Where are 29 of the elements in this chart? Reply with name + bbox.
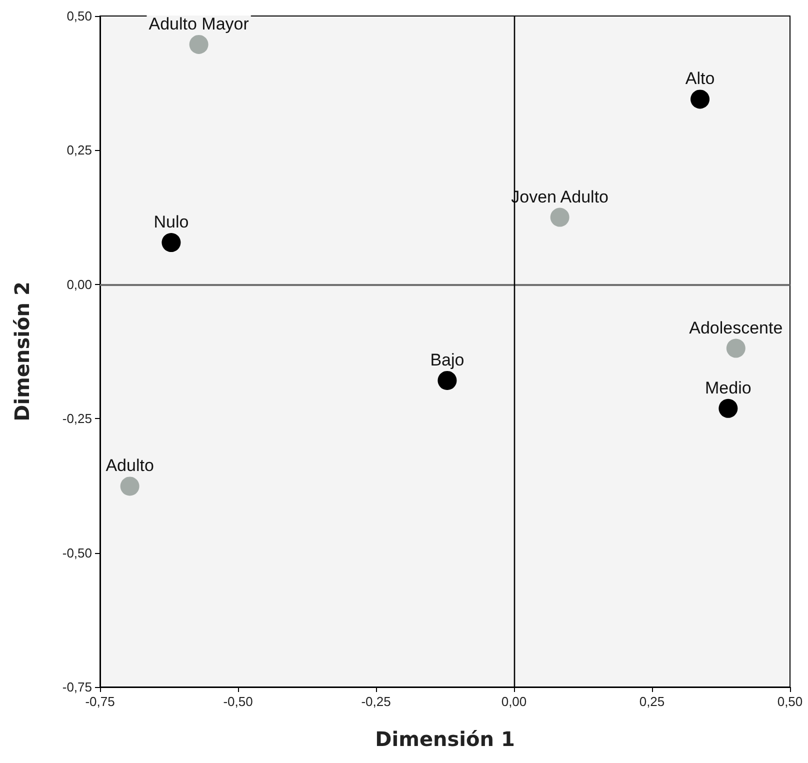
y-tick-label: 0,50: [66, 8, 92, 24]
annotation: Bajo: [430, 350, 464, 370]
y-tick-label: -0,50: [62, 545, 92, 560]
point: [718, 398, 738, 418]
y-tick-label: -0,25: [62, 411, 92, 426]
x-axis-title: Dimensión 1: [375, 727, 515, 751]
annotation: Adulto Mayor: [148, 14, 250, 34]
x-tick-label: 0,25: [639, 694, 665, 709]
x-tick-label: -0,75: [85, 694, 115, 709]
point: [690, 90, 710, 109]
point: [162, 233, 181, 252]
y-tick-label: 0,00: [66, 276, 92, 292]
y-tick-label: -0,75: [62, 680, 92, 694]
x-tick-label: 0,00: [501, 694, 527, 709]
x-tick-label: -0,50: [223, 694, 253, 709]
annotation: Alto: [685, 69, 715, 88]
y-axis-title: Dimensión 2: [10, 282, 34, 422]
point: [438, 370, 457, 390]
point: [726, 338, 746, 358]
x-tick-label: -0,25: [361, 694, 391, 709]
annotation: Medio: [705, 378, 752, 398]
annotation: Adulto: [106, 456, 154, 476]
point: [120, 476, 140, 496]
point: [550, 208, 570, 227]
annotation: Adolescente: [689, 318, 783, 338]
x-tick-label: 0,50: [777, 694, 803, 709]
annotation: Nulo: [154, 212, 189, 232]
point: [189, 34, 208, 54]
y-tick-label: 0,25: [66, 142, 92, 158]
